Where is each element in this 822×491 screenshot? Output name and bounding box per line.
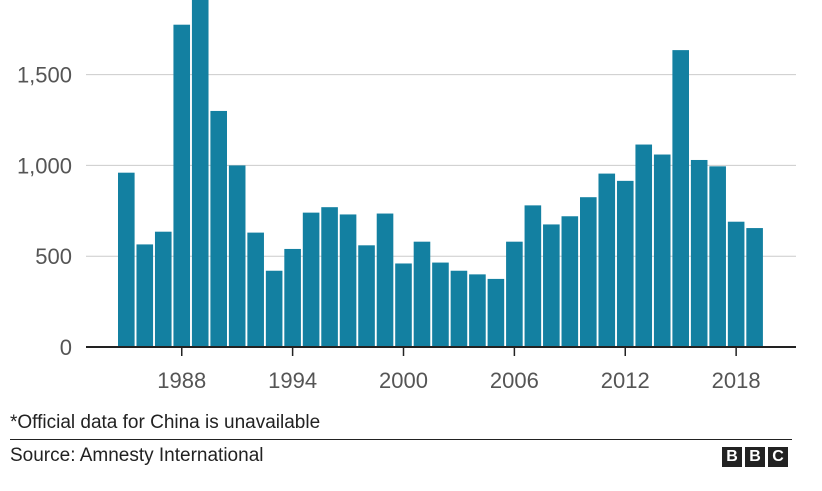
bar-1992 <box>247 232 264 347</box>
bar-2003 <box>450 270 468 347</box>
bbc-logo-letter-b2: B <box>745 447 765 467</box>
footnote: *Official data for China is unavailable <box>10 412 321 433</box>
bar-2008 <box>543 224 560 347</box>
footer-divider <box>10 439 792 440</box>
bar-1996 <box>321 207 338 347</box>
bars <box>118 0 763 348</box>
bar-2002 <box>432 262 449 347</box>
bar-1988 <box>173 24 191 348</box>
y-tick-label: 1,500 <box>17 63 72 88</box>
bar-1993 <box>265 270 283 347</box>
bar-1987 <box>154 231 172 347</box>
source-note: Source: Amnesty International <box>10 445 264 466</box>
bar-2001 <box>413 241 431 347</box>
y-tick-label: 1,000 <box>17 153 72 178</box>
bar-1995 <box>302 212 320 347</box>
bar-chart: 0 500 1,000 1,500 1988 1994 2000 2006 2012 2018 <box>17 0 796 393</box>
bar-1990 <box>210 110 227 348</box>
x-tick-label: 1988 <box>157 368 206 393</box>
bar-2004 <box>469 274 486 347</box>
bar-1991 <box>228 165 246 347</box>
bar-1985 <box>118 172 135 347</box>
bar-2005 <box>487 278 505 347</box>
y-axis-ticks: 0 500 1,000 1,500 <box>17 63 72 360</box>
bar-2009 <box>561 216 579 347</box>
y-tick-label: 0 <box>60 335 72 360</box>
x-tick-label: 1994 <box>268 368 317 393</box>
bar-1997 <box>339 214 357 347</box>
bar-2011 <box>598 173 616 347</box>
bar-2000 <box>395 263 412 347</box>
bar-2016 <box>690 159 708 347</box>
bar-1994 <box>284 248 301 347</box>
bar-2010 <box>580 197 597 347</box>
bar-1989 <box>191 0 209 348</box>
bar-2015 <box>672 50 689 348</box>
bar-2017 <box>709 166 726 347</box>
bar-2006 <box>506 241 523 347</box>
bbc-logo-letter-b1: B <box>722 447 742 467</box>
x-axis-ticks: 1988 1994 2000 2006 2012 2018 <box>157 347 761 393</box>
bar-2018 <box>727 221 745 347</box>
bar-2019 <box>746 228 763 347</box>
bbc-logo-letter-c: C <box>768 447 788 467</box>
x-tick-label: 2012 <box>601 368 650 393</box>
bar-1998 <box>358 245 375 347</box>
y-tick-label: 500 <box>35 244 72 269</box>
bar-2012 <box>616 180 634 347</box>
bar-1986 <box>136 244 154 347</box>
bar-1999 <box>376 213 394 347</box>
bar-2007 <box>524 205 542 347</box>
bbc-logo: B B C <box>722 447 788 467</box>
bar-2013 <box>635 144 653 347</box>
x-tick-label: 2000 <box>379 368 428 393</box>
x-tick-label: 2018 <box>712 368 761 393</box>
x-tick-label: 2006 <box>490 368 539 393</box>
bar-2014 <box>653 154 671 347</box>
